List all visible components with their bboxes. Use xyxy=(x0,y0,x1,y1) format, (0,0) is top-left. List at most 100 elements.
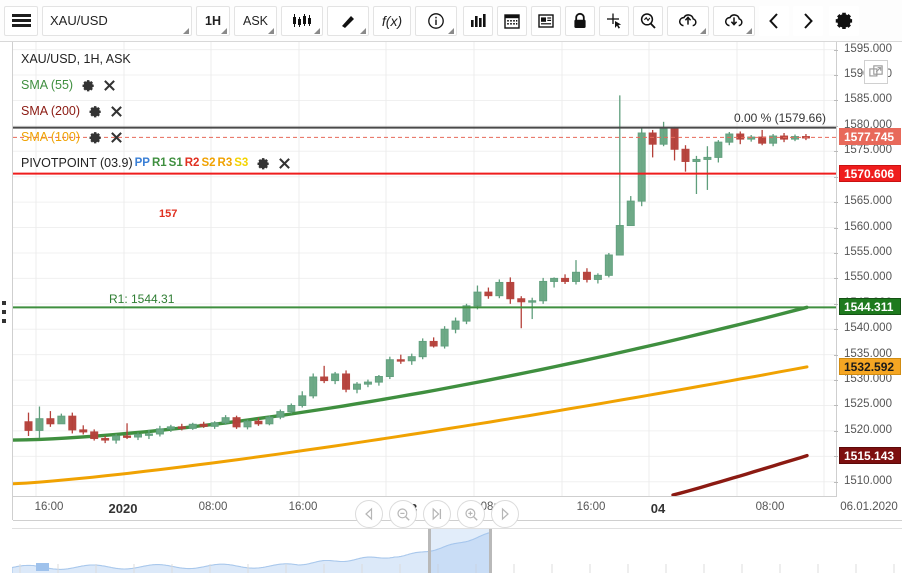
info-button[interactable] xyxy=(415,5,457,36)
close-icon[interactable] xyxy=(110,131,123,144)
overview-handle-left[interactable] xyxy=(428,529,431,573)
timeframe-label: 1H xyxy=(205,13,221,28)
price-tick-mark xyxy=(834,252,838,254)
bar-chart-button[interactable] xyxy=(463,5,493,36)
price-tick-label: 1535.000 xyxy=(844,347,892,360)
gear-icon xyxy=(835,12,852,30)
upload-button[interactable] xyxy=(667,5,709,36)
bar-chart-icon xyxy=(471,13,486,27)
symbol-selector[interactable]: XAU/USD xyxy=(42,5,192,36)
play-right-button[interactable] xyxy=(491,500,519,528)
expand-chart-button[interactable] xyxy=(864,60,888,84)
play-right-icon xyxy=(501,507,509,521)
legend-label-sma200: SMA (200) xyxy=(21,104,81,118)
chevron-down-icon xyxy=(268,27,274,34)
calendar-icon xyxy=(504,13,520,29)
download-button[interactable] xyxy=(713,5,755,36)
legend-title-row: XAU/USD, 1H, ASK xyxy=(21,46,291,72)
lock-icon xyxy=(574,12,586,28)
crosshair-icon xyxy=(607,13,622,29)
legend-item-sma55[interactable]: SMA (55) xyxy=(21,72,291,98)
timeframe-selector[interactable]: 1H xyxy=(196,5,230,36)
price-tag[interactable]: 1544.311 xyxy=(839,298,901,316)
drawing-tools-button[interactable] xyxy=(327,5,369,36)
chevron-down-icon xyxy=(448,27,454,34)
main-toolbar: XAU/USD 1H ASK xyxy=(0,0,902,42)
price-tick-mark xyxy=(834,75,838,77)
gear-icon[interactable] xyxy=(257,157,270,170)
price-tick-label: 1530.000 xyxy=(844,373,892,386)
zoom-search-icon xyxy=(640,12,656,29)
indicators-button[interactable]: f(x) xyxy=(373,5,411,36)
price-tick-mark xyxy=(834,227,838,229)
chart-type-button[interactable] xyxy=(281,5,323,36)
close-icon[interactable] xyxy=(103,79,116,92)
pane-drag-handle[interactable] xyxy=(2,296,6,328)
chevron-down-icon xyxy=(314,27,320,34)
price-tick-label: 1560.000 xyxy=(844,220,892,233)
price-tick-label: 1550.000 xyxy=(844,271,892,284)
close-icon[interactable] xyxy=(278,157,291,170)
jump-latest-button[interactable] xyxy=(423,500,451,528)
close-icon[interactable] xyxy=(110,105,123,118)
pivot-overlay-value: 157 xyxy=(159,208,178,220)
price-tick-mark xyxy=(834,481,838,483)
time-label: 08:00 xyxy=(198,501,228,513)
price-tag[interactable]: 1532.592 xyxy=(839,357,901,375)
cloud-up-icon xyxy=(678,14,697,27)
prev-button[interactable] xyxy=(759,5,789,36)
overview-selection-window[interactable] xyxy=(430,529,490,573)
legend-item-sma200[interactable]: SMA (200) xyxy=(21,98,291,124)
zoom-out-button[interactable] xyxy=(389,500,417,528)
time-label: 08:00 xyxy=(755,501,785,513)
price-tick-label: 1510.000 xyxy=(844,474,892,487)
pencil-icon xyxy=(342,15,354,28)
price-tick-label: 1585.000 xyxy=(844,93,892,106)
price-tick-label: 1575.000 xyxy=(844,144,892,157)
menu-button[interactable] xyxy=(4,5,38,36)
zoom-search-button[interactable] xyxy=(633,5,663,36)
legend-item-pivotpoint[interactable]: PIVOTPOINT (03.9) PP R1 S1 R2 S2 R3 S3 xyxy=(21,150,291,176)
gear-icon[interactable] xyxy=(82,79,95,92)
pivot-level-tags: PP R1 S1 R2 S2 R3 S3 xyxy=(135,157,249,169)
legend-label-pivotpoint: PIVOTPOINT (03.9) xyxy=(21,156,133,170)
chevron-down-icon xyxy=(220,27,227,34)
zoom-in-button[interactable] xyxy=(457,500,485,528)
price-tick-label: 1595.000 xyxy=(844,42,892,55)
play-left-button[interactable] xyxy=(355,500,383,528)
settings-button[interactable] xyxy=(829,5,859,36)
r1-level-label: R1: 1544.31 xyxy=(109,292,175,307)
gear-icon[interactable] xyxy=(89,131,102,144)
crosshair-button[interactable] xyxy=(599,5,629,36)
chevron-down-icon xyxy=(183,27,189,34)
price-tick-label: 1555.000 xyxy=(844,245,892,258)
price-tick-mark xyxy=(834,100,838,102)
legend-label-sma100: SMA (100) xyxy=(21,130,81,144)
legend-item-sma100[interactable]: SMA (100) xyxy=(21,124,291,150)
time-axis-date-label: 06.01.2020 xyxy=(840,501,898,513)
lock-button[interactable] xyxy=(565,5,595,36)
calendar-button[interactable] xyxy=(497,5,527,36)
price-tick-label: 1520.000 xyxy=(844,423,892,436)
price-type-selector[interactable]: ASK xyxy=(233,5,277,36)
symbol-label: XAU/USD xyxy=(50,13,108,28)
price-tag[interactable]: 1515.143 xyxy=(839,446,901,464)
overview-handle-right[interactable] xyxy=(489,529,492,573)
price-tag[interactable]: 1577.745 xyxy=(839,128,901,146)
pivot-tag-r2: R2 xyxy=(184,157,200,169)
price-tick-mark xyxy=(834,303,838,305)
candlestick-icon xyxy=(293,13,311,27)
zoom-in-icon xyxy=(464,507,478,521)
chart-overview-navigator[interactable] xyxy=(12,528,902,573)
gear-icon[interactable] xyxy=(89,105,102,118)
news-button[interactable] xyxy=(531,5,561,36)
chart-legend: XAU/USD, 1H, ASK SMA (55) SMA (200) xyxy=(21,46,291,176)
hamburger-icon xyxy=(11,12,31,29)
price-tick-mark xyxy=(834,329,838,331)
next-button[interactable] xyxy=(793,5,823,36)
price-plot[interactable]: 0.00 % (1579.66) R1: 1544.31 xyxy=(13,42,837,497)
price-axis[interactable]: 1595.0001590.0001585.0001580.0001575.000… xyxy=(834,42,902,497)
legend-title: XAU/USD, 1H, ASK xyxy=(21,52,131,66)
price-tag[interactable]: 1570.606 xyxy=(839,164,901,182)
